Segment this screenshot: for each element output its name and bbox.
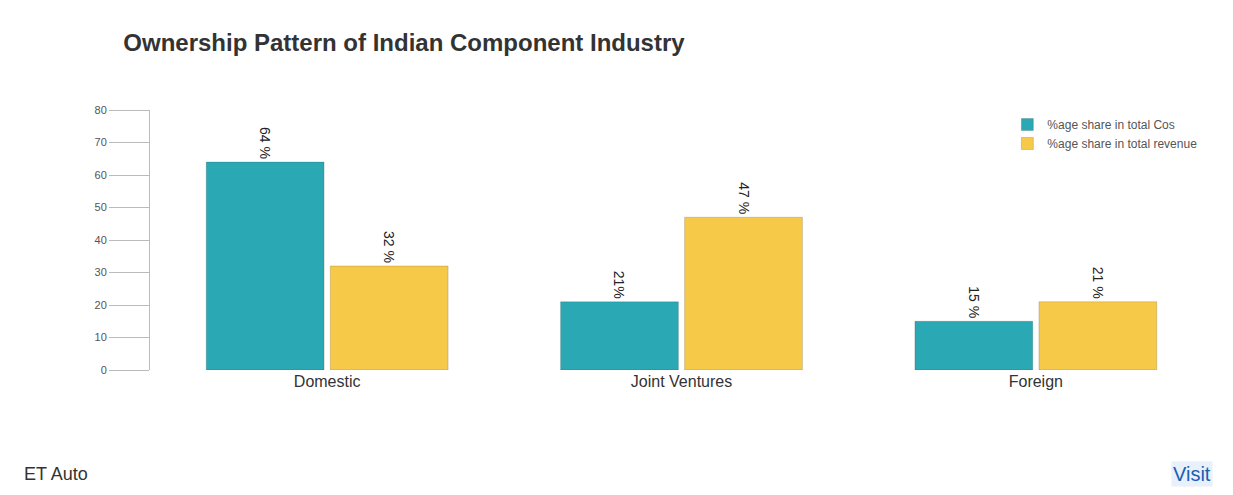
svg-text:50: 50 bbox=[95, 201, 107, 213]
svg-text:15 %: 15 % bbox=[966, 286, 982, 318]
svg-text:32 %: 32 % bbox=[381, 231, 397, 263]
svg-text:0: 0 bbox=[101, 364, 107, 376]
svg-text:Foreign: Foreign bbox=[1009, 373, 1063, 390]
svg-text:%age share in total Cos: %age share in total Cos bbox=[1047, 118, 1174, 132]
svg-text:10: 10 bbox=[95, 331, 107, 343]
svg-text:%age share in total revenue: %age share in total revenue bbox=[1047, 137, 1197, 151]
svg-text:47 %: 47 % bbox=[736, 182, 752, 214]
svg-text:21 %: 21 % bbox=[1090, 267, 1106, 299]
svg-text:30: 30 bbox=[95, 266, 107, 278]
svg-text:ET Auto: ET Auto bbox=[24, 464, 88, 484]
svg-text:40: 40 bbox=[95, 234, 107, 246]
svg-text:70: 70 bbox=[95, 136, 107, 148]
svg-text:Domestic: Domestic bbox=[294, 373, 361, 390]
svg-text:60: 60 bbox=[95, 169, 107, 181]
svg-text:20: 20 bbox=[95, 299, 107, 311]
svg-text:Ownership Pattern of Indian Co: Ownership Pattern of Indian Component In… bbox=[123, 29, 685, 56]
svg-text:Joint Ventures: Joint Ventures bbox=[631, 373, 732, 390]
svg-text:21%: 21% bbox=[611, 271, 627, 299]
svg-text:Visit: Visit bbox=[1173, 463, 1211, 485]
svg-text:80: 80 bbox=[95, 104, 107, 116]
svg-text:64 %: 64 % bbox=[257, 127, 273, 159]
